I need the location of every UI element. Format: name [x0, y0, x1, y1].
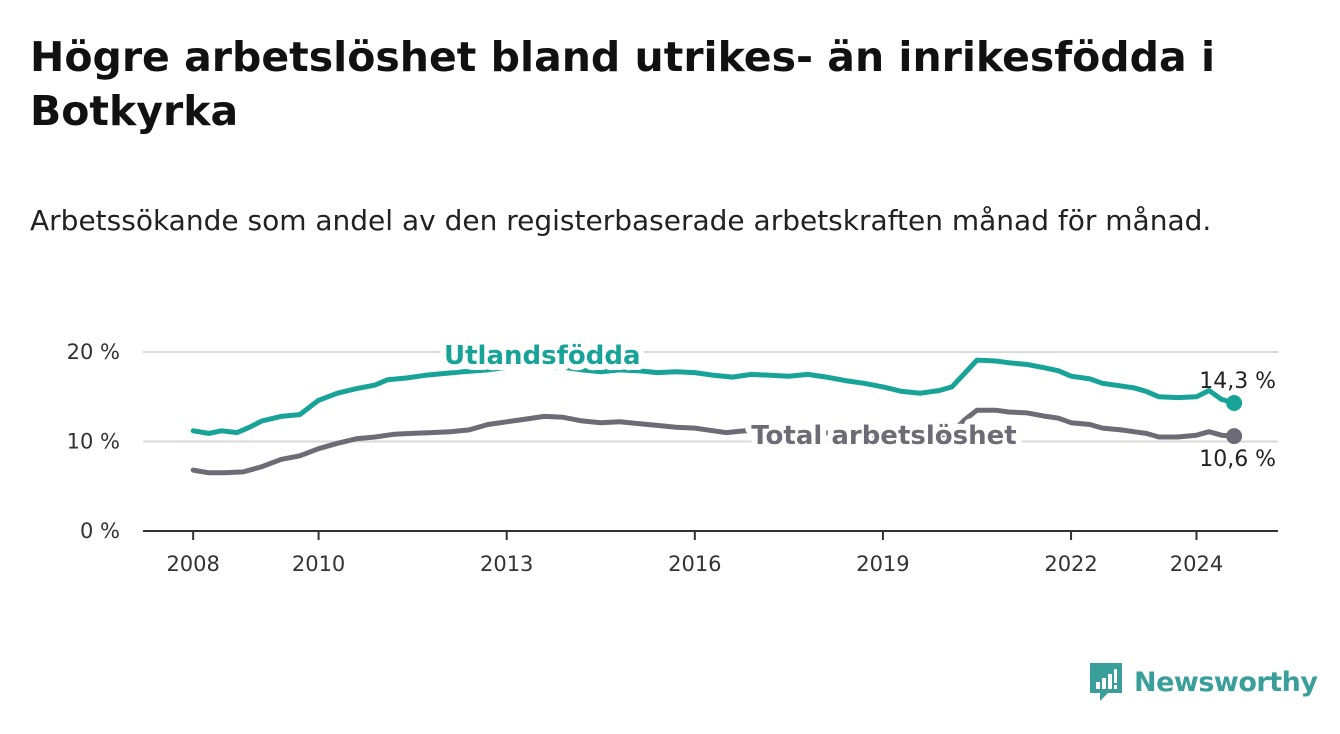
x-axis: 2008 2010 2013 2016 2019 2022 2024: [143, 530, 1278, 576]
x-tick-label: 2010: [292, 552, 345, 576]
series-end-label: 10,6 %: [1199, 447, 1276, 472]
series-end-label: 14,3 %: [1199, 369, 1276, 394]
x-tick-label: 2022: [1044, 552, 1097, 576]
x-tick-label: 2016: [668, 552, 721, 576]
series-end-point: [1226, 428, 1243, 445]
newsworthy-brand: Newsworthy: [1088, 660, 1318, 704]
series-line-utlandsfodda: [190, 357, 1237, 436]
x-tick-label: 2019: [856, 552, 909, 576]
series-name-label-utlandsfodda: Utlandsfödda: [444, 341, 641, 371]
y-axis-ticks: 0 % 10 % 20 %: [67, 340, 120, 543]
x-tick-label: 2008: [166, 552, 219, 576]
brand-name: Newsworthy: [1134, 666, 1318, 698]
gridlines: [143, 351, 1278, 443]
y-tick-label: 20 %: [67, 340, 120, 364]
y-tick-label: 0 %: [80, 519, 120, 543]
series-end-point: [1226, 395, 1243, 412]
x-tick-label: 2024: [1170, 552, 1223, 576]
chart-title: Högre arbetslöshet bland utrikes- än inr…: [30, 33, 1215, 135]
newsworthy-logo-icon: [1090, 663, 1122, 701]
series-line-total: [190, 407, 1237, 476]
x-tick-label: 2013: [480, 552, 533, 576]
series-lines: [190, 357, 1243, 476]
chart-subtitle: Arbetssökande som andel av den registerb…: [30, 204, 1212, 237]
series-labels: 14,3 % 10,6 % Utlandsfödda Total arbetslösh…: [438, 335, 1276, 472]
series-name-label-total: Total arbetslöshet: [751, 421, 1016, 451]
y-tick-label: 10 %: [67, 430, 120, 454]
